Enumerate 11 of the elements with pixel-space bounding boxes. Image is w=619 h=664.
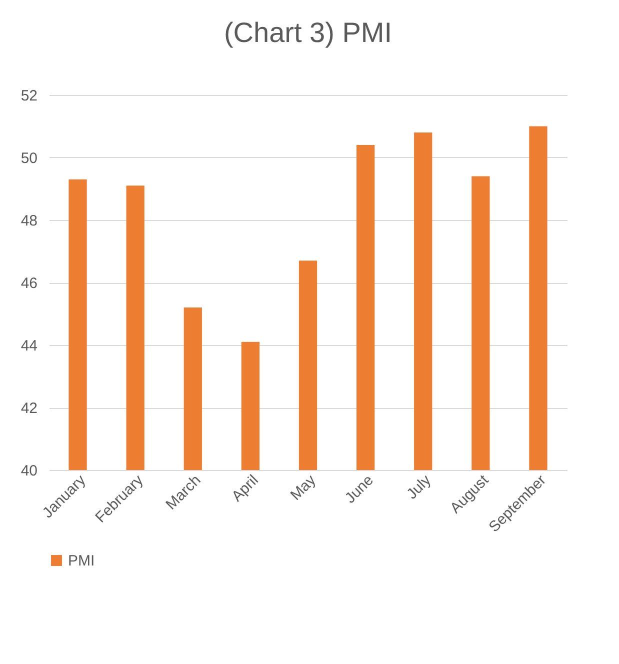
y-tick-label: 44 [20,338,38,354]
y-tick-label: 52 [20,88,38,104]
chart-title: (Chart 3) PMI [224,17,392,48]
y-tick-label: 48 [20,212,38,230]
y-tick-label: 40 [20,462,38,480]
x-tick-label: May [287,471,320,504]
x-tick-label: July [404,471,435,503]
legend-label: PMI [68,552,95,570]
y-tick-label: 42 [20,400,38,417]
y-tick-label: 50 [20,150,38,167]
y-tick-label: 46 [20,275,38,292]
